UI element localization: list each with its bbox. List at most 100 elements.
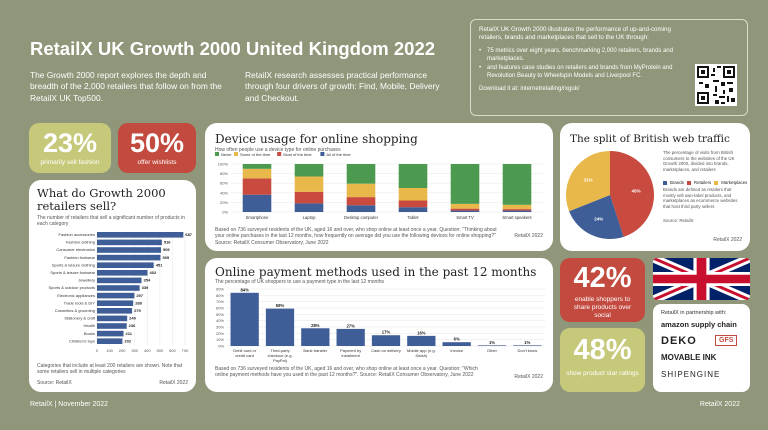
bar — [442, 342, 471, 346]
device-source: Source: RetailX Consumer Observatory, Ju… — [215, 240, 329, 246]
category-label: Sports & leisure footwear — [50, 270, 95, 275]
traffic-legend: Brands Retailers Marketplaces — [663, 180, 747, 185]
data-label: 516 — [164, 240, 171, 245]
partner-logo-movableink[interactable]: MOVABLE INK — [661, 353, 717, 362]
partner-logo-amazon[interactable]: amazon supply chain — [661, 320, 737, 329]
traffic-source: Source: RetailX — [663, 218, 694, 223]
legend-label: Marketplaces — [721, 180, 748, 185]
legend-label: Most of the time — [283, 152, 312, 157]
category-label: Electronic appliances — [57, 293, 95, 298]
page-title: RetailX UK Growth 2000 United Kingdom 20… — [30, 38, 436, 59]
data-label: 1% — [489, 340, 495, 345]
bar — [97, 254, 161, 261]
slice-label: 45% — [632, 188, 641, 193]
y-tick-label: 0% — [222, 210, 228, 215]
stacked-bar-segment — [502, 209, 532, 211]
category-label: Payment by — [340, 348, 361, 353]
legend-swatch — [320, 152, 325, 156]
stacked-bar-segment — [450, 208, 480, 211]
device-subtitle: How often people use a device type for o… — [215, 147, 341, 153]
category-label: Cash on delivery — [371, 348, 401, 353]
bar — [97, 247, 161, 253]
stacked-bar-segment — [398, 207, 428, 212]
y-tick-label: 40% — [216, 318, 224, 323]
download-link[interactable]: Download it at: internetretailing/rxguk/ — [479, 85, 580, 92]
stat-value: 48% — [573, 334, 632, 366]
stacked-bar-segment — [346, 205, 376, 212]
stat-value: 23% — [42, 128, 98, 158]
x-tick-label: 200 — [119, 348, 126, 353]
partners-title: RetailX in partnership with: — [661, 310, 727, 316]
device-brand: RetailX 2022 — [514, 233, 543, 239]
category-label: Third-party — [270, 348, 289, 353]
legend-swatch — [277, 152, 282, 156]
y-tick-label: 40% — [220, 190, 228, 195]
category-label: Mobile app (e.g. — [407, 348, 436, 353]
bar — [513, 345, 542, 346]
payment-card: Online payment methods used in the past … — [205, 258, 553, 392]
bar — [97, 338, 123, 344]
partner-logo-shipengine[interactable]: SHIPENGINE — [661, 370, 721, 379]
partner-logo-gfs[interactable]: GFS — [715, 335, 738, 346]
data-label: 17% — [382, 330, 391, 335]
category-label: Stationery & craft — [64, 316, 96, 321]
bar — [97, 277, 142, 284]
category-label: Jewellery — [78, 278, 95, 283]
stacked-bar-segment — [450, 164, 480, 204]
y-tick-label: 80% — [216, 293, 224, 298]
category-label: Consumer electronics — [56, 247, 95, 252]
category-label: Tablet — [407, 215, 419, 220]
data-label: 288 — [135, 300, 142, 305]
x-tick-label: 500 — [157, 348, 164, 353]
info-text: RetailX UK Growth 2000 illustrates the p… — [479, 26, 671, 42]
categories-card: What do Growth 2000 retailers sell? The … — [29, 180, 196, 392]
device-title: Device usage for online shopping — [215, 132, 418, 146]
stat-wishlists: 50% offer wishlists — [118, 123, 196, 173]
stacked-bar-segment — [294, 164, 324, 177]
stacked-bar-segment — [450, 203, 480, 209]
slice-label: 31% — [584, 178, 593, 183]
stat-social: 42% enable shoppers to share products ov… — [560, 258, 645, 322]
data-label: 202 — [124, 338, 131, 343]
device-chart: Never Some of the time Most of the time All… — [215, 152, 543, 220]
traffic-pie-chart: 45% 24% 31% — [566, 151, 654, 239]
stat-ratings: 48% show product star ratings — [560, 328, 645, 392]
y-tick-label: 30% — [216, 325, 224, 330]
intro-left: The Growth 2000 report explores the dept… — [30, 70, 222, 103]
stacked-bar-segment — [450, 210, 480, 212]
stacked-bar-segment — [242, 178, 272, 195]
partner-logo-deko[interactable]: DEKO — [661, 335, 697, 347]
info-box: RetailX UK Growth 2000 illustrates the p… — [470, 19, 748, 116]
y-tick-label: 60% — [216, 306, 224, 311]
pie-slice — [610, 151, 654, 237]
category-label: Smart TV — [456, 215, 474, 220]
y-tick-label: 0% — [218, 344, 224, 349]
category-label: PayPal) — [273, 358, 288, 363]
traffic-card: The split of British web traffic 45% 24% 3… — [560, 123, 750, 251]
categories-note: Categories that include at least 200 ret… — [37, 363, 183, 376]
stacked-bar-segment — [346, 197, 376, 206]
legend-label: Brands — [670, 180, 684, 185]
category-label: Smartphone — [246, 215, 269, 220]
category-label: Trade tools & DIY — [64, 300, 96, 305]
category-label: Fashion footwear — [64, 255, 95, 260]
categories-source: Source: RetailX — [37, 380, 72, 386]
stacked-bar-segment — [398, 164, 428, 188]
bar — [97, 300, 134, 306]
category-label: Other — [487, 348, 498, 353]
qr-code-icon[interactable] — [695, 64, 737, 106]
y-tick-label: 10% — [216, 337, 224, 342]
data-label: 59% — [276, 303, 285, 308]
data-label: 1% — [524, 340, 530, 345]
legend-swatch — [663, 180, 667, 185]
data-label: 236 — [129, 323, 136, 328]
categories-chart: 0 100 200 300 400 500 600 700 Fashion accessorie… — [49, 231, 193, 353]
legend-swatch — [215, 152, 219, 156]
traffic-desc: The percentage of visits from British co… — [663, 150, 735, 172]
payment-subtitle: The percentage of UK shoppers to use a p… — [215, 279, 384, 285]
x-tick-label: 600 — [169, 348, 176, 353]
y-tick-label: 70% — [216, 299, 224, 304]
stacked-bar-segment — [398, 188, 428, 201]
device-note: Based on 736 surveyed residents of the U… — [215, 227, 497, 240]
stat-label: show product star ratings — [566, 370, 639, 377]
